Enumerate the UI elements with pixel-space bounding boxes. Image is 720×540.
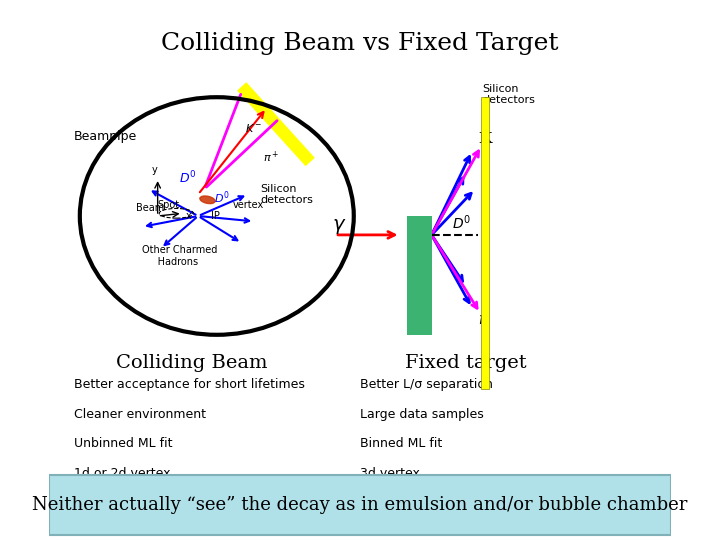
Text: Neither actually “see” the decay as in emulsion and/or bubble chamber: Neither actually “see” the decay as in e…	[32, 496, 688, 514]
Text: vertex: vertex	[233, 200, 264, 210]
Text: $\pi^+$: $\pi^+$	[264, 150, 280, 165]
Text: $D^0$: $D^0$	[214, 190, 230, 206]
Text: K: K	[478, 132, 492, 146]
Text: Large data samples: Large data samples	[360, 408, 484, 421]
Text: y: y	[151, 165, 157, 175]
Text: $K^-$: $K^-$	[245, 122, 262, 134]
Text: $\gamma$: $\gamma$	[332, 217, 346, 235]
Text: 1d or 2d vertex: 1d or 2d vertex	[73, 467, 170, 480]
Text: Colliding Beam: Colliding Beam	[116, 354, 268, 372]
Text: IP: IP	[210, 211, 220, 221]
Text: Beam: Beam	[136, 202, 164, 213]
Text: Better acceptance for short lifetimes: Better acceptance for short lifetimes	[73, 378, 305, 391]
Text: $D^0$: $D^0$	[452, 214, 472, 233]
FancyBboxPatch shape	[49, 475, 671, 535]
Text: Colliding Beam vs Fixed Target: Colliding Beam vs Fixed Target	[161, 32, 559, 56]
Text: $\pi$: $\pi$	[478, 313, 490, 327]
Text: Beampipe: Beampipe	[73, 130, 137, 143]
Text: Silicon
detectors: Silicon detectors	[482, 84, 536, 105]
Ellipse shape	[200, 196, 215, 204]
Text: Richard Kass: Richard Kass	[594, 524, 665, 535]
Text: Spot: Spot	[158, 200, 180, 210]
Text: $D^0$: $D^0$	[179, 170, 197, 187]
Text: Fixed target: Fixed target	[405, 354, 526, 372]
Text: Unbinned ML fit: Unbinned ML fit	[73, 437, 172, 450]
Text: Cleaner environment: Cleaner environment	[73, 408, 206, 421]
Text: Binned ML fit: Binned ML fit	[360, 437, 442, 450]
Bar	[407, 216, 431, 335]
Text: Better L/σ separation: Better L/σ separation	[360, 378, 493, 391]
Text: 3d vertex: 3d vertex	[360, 467, 420, 480]
Text: Other Charmed
     Hadrons: Other Charmed Hadrons	[142, 245, 217, 267]
Bar	[482, 97, 489, 389]
Text: Silicon
detectors: Silicon detectors	[261, 184, 313, 205]
Text: x: x	[186, 211, 192, 221]
Text: WIN02 Jan 24, 2002: WIN02 Jan 24, 2002	[55, 524, 166, 535]
